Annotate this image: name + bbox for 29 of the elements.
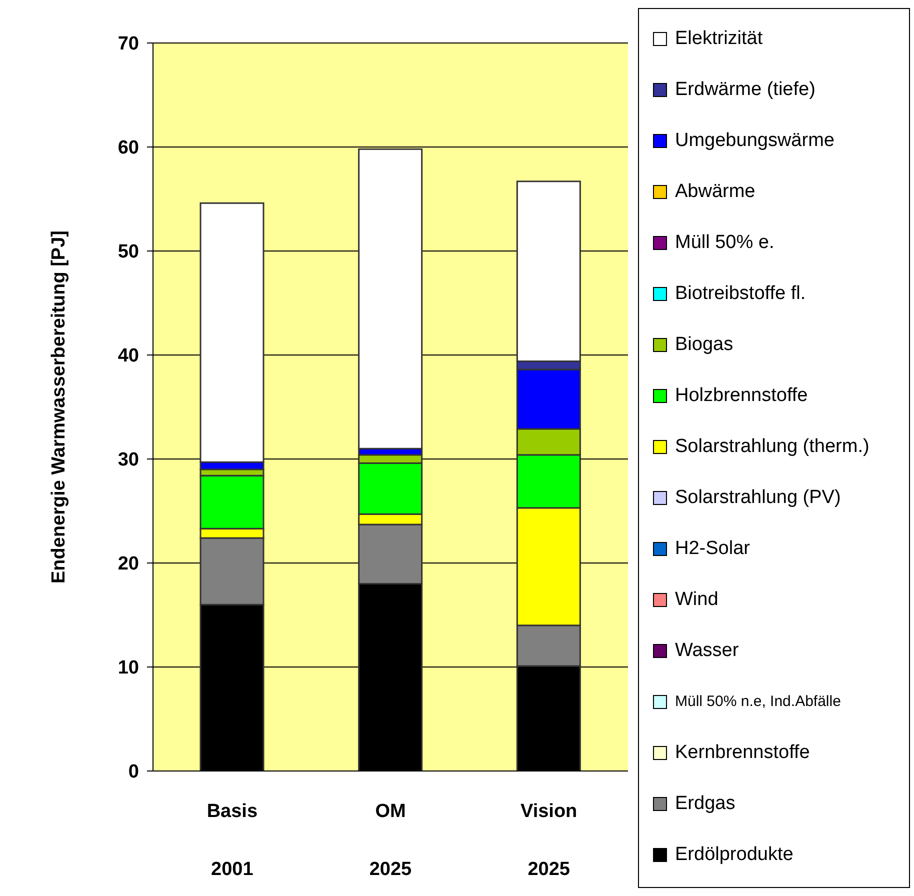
legend-label: Biotreibstoffe fl. xyxy=(675,282,806,304)
legend-label: Erdgas xyxy=(675,792,736,814)
legend-label: Wind xyxy=(675,588,718,610)
y-tick-label: 30 xyxy=(118,450,139,471)
y-tick-label: 60 xyxy=(118,138,139,159)
legend-label: Erdölprodukte xyxy=(675,844,794,866)
legend-label: Solarstrahlung (therm.) xyxy=(675,436,870,458)
y-tick-label: 20 xyxy=(118,554,139,575)
legend-label: Müll 50% e. xyxy=(675,232,774,254)
legend-label: Kernbrennstoffe xyxy=(675,742,810,764)
category-label: OM 2025 xyxy=(369,801,412,880)
legend-label: Elektrizität xyxy=(675,28,763,50)
y-tick-label: 10 xyxy=(118,658,139,679)
y-tick-label: 50 xyxy=(118,242,139,263)
legend-label: Solarstrahlung (PV) xyxy=(675,486,841,508)
y-tick-label: 0 xyxy=(128,762,139,783)
y-tick-label: 40 xyxy=(118,346,139,367)
legend-label: Holzbrennstoffe xyxy=(675,384,808,406)
legend-label: Umgebungswärme xyxy=(675,130,834,152)
legend-label: Abwärme xyxy=(675,180,756,202)
legend-label: Biogas xyxy=(675,334,734,356)
category-label: Basis 2001 xyxy=(206,801,258,880)
legend-label: Erdwärme (tiefe) xyxy=(675,78,816,100)
y-axis-title: Endenergie Warmwasserbereitung [PJ] xyxy=(48,230,70,584)
legend-label: H2-Solar xyxy=(675,538,750,560)
legend-label: Wasser xyxy=(675,640,739,662)
legend-label: Müll 50% n.e, Ind.Abfälle xyxy=(675,693,841,710)
category-label: Vision 2025 xyxy=(520,801,578,880)
y-tick-label: 70 xyxy=(118,34,139,55)
